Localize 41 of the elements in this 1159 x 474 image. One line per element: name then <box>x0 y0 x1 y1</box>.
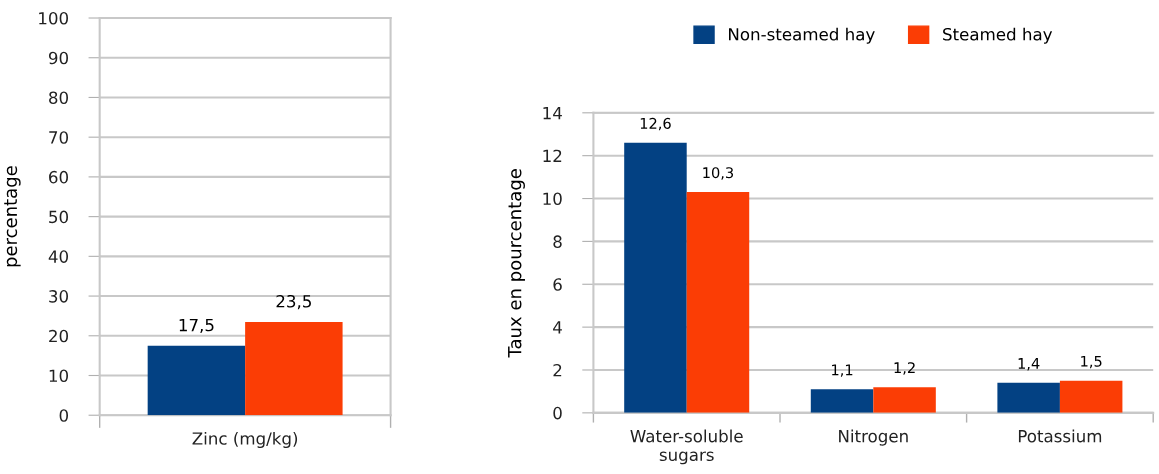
data-label: 1,5 <box>1081 355 1102 369</box>
y-tick-label: 0 <box>553 406 562 420</box>
y-tick-label: 100 <box>39 11 69 25</box>
y-tick-label: 30 <box>49 290 69 303</box>
data-label: 23,5 <box>276 294 311 310</box>
y-tick-label: 50 <box>49 210 69 224</box>
y-tick-label: 2 <box>553 363 562 377</box>
x-tick-label: Zinc (mg/kg) <box>192 431 298 449</box>
bar <box>686 192 750 413</box>
bar <box>873 387 936 413</box>
x-tick-label: Nitrogen <box>839 429 908 446</box>
y-tick-label: 0 <box>59 409 69 422</box>
y-tick-label: 8 <box>553 235 562 248</box>
data-label: 1,1 <box>832 364 853 377</box>
data-label: 10,3 <box>703 167 734 180</box>
x-tick-label: Water-soluble sugars <box>630 429 743 465</box>
legend-label: Steamed hay <box>943 27 1053 44</box>
y-axis-title: percentage <box>4 166 21 267</box>
y-tick-label: 10 <box>49 369 69 383</box>
y-tick-label: 40 <box>48 250 69 263</box>
y-tick-label: 4 <box>553 321 562 334</box>
y-tick-label: 6 <box>553 278 562 291</box>
y-tick-label: 60 <box>49 170 69 184</box>
y-tick-label: 20 <box>49 329 69 343</box>
legend-label: Non-steamed hay <box>729 27 875 44</box>
y-tick-label: 12 <box>543 149 562 163</box>
y-tick-label: 14 <box>543 106 562 120</box>
y-tick-label: 10 <box>543 192 562 206</box>
y-axis-title: Taux en pourcentage <box>508 169 525 358</box>
x-tick-label: Potassium <box>1018 429 1102 443</box>
data-label: 1,4 <box>1018 358 1040 371</box>
y-tick-label: 90 <box>48 51 69 65</box>
y-tick-label: 70 <box>49 131 69 144</box>
bar <box>810 389 874 413</box>
bar <box>1059 380 1123 413</box>
bar <box>624 142 687 413</box>
bar <box>997 382 1060 413</box>
y-tick-label: 80 <box>49 91 69 105</box>
data-label: 17,5 <box>179 318 214 334</box>
data-label: 1,2 <box>894 362 915 375</box>
data-label: 12,6 <box>640 117 671 131</box>
